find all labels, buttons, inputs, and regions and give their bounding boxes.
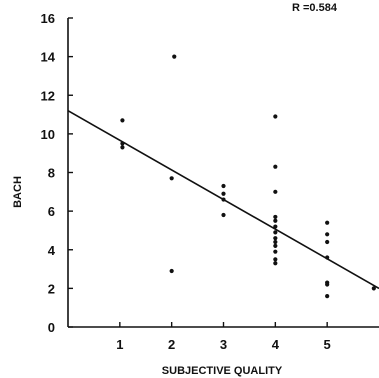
x-tick-label: 1 bbox=[116, 337, 123, 352]
correlation-annotation: R =0.584 bbox=[292, 2, 338, 14]
x-tick-label: 3 bbox=[220, 337, 227, 352]
data-point bbox=[273, 189, 278, 194]
data-point bbox=[273, 249, 278, 254]
data-point bbox=[273, 261, 278, 266]
data-point bbox=[273, 224, 278, 229]
data-points bbox=[120, 54, 376, 299]
data-point bbox=[273, 214, 278, 220]
data-point bbox=[273, 236, 278, 241]
data-point bbox=[169, 268, 174, 274]
y-tick-label: 16 bbox=[41, 11, 55, 26]
data-point bbox=[325, 220, 330, 225]
x-tick-label: 2 bbox=[168, 337, 175, 352]
y-tick-label: 0 bbox=[48, 320, 55, 335]
y-tick-label: 14 bbox=[41, 50, 56, 65]
data-point bbox=[120, 141, 125, 146]
data-point bbox=[325, 294, 330, 299]
data-point bbox=[325, 282, 330, 287]
data-point bbox=[325, 232, 330, 237]
data-point bbox=[273, 230, 278, 235]
data-point bbox=[221, 197, 226, 202]
x-axis-title: SUBJECTIVE QUALITY bbox=[162, 365, 283, 377]
data-point bbox=[221, 183, 226, 189]
data-point bbox=[120, 145, 125, 150]
data-point bbox=[221, 191, 226, 196]
y-tick-label: 2 bbox=[48, 281, 55, 296]
data-point bbox=[325, 255, 330, 260]
y-tick-label: 12 bbox=[41, 88, 55, 103]
data-point bbox=[169, 176, 174, 181]
data-point bbox=[273, 239, 278, 245]
y-tick-label: 10 bbox=[41, 127, 55, 142]
y-tick-label: 6 bbox=[48, 204, 55, 219]
y-tick-label: 4 bbox=[48, 243, 56, 258]
x-tick-label: 5 bbox=[324, 337, 331, 352]
y-tick-label: 8 bbox=[48, 166, 55, 181]
x-tick-label: 4 bbox=[272, 337, 280, 352]
y-axis-title: BACH bbox=[12, 176, 24, 208]
axes bbox=[67, 18, 379, 328]
data-point bbox=[273, 114, 278, 119]
data-point bbox=[120, 118, 125, 123]
data-point bbox=[273, 257, 278, 262]
data-point bbox=[273, 243, 278, 248]
data-point bbox=[172, 54, 177, 59]
data-point bbox=[221, 212, 226, 218]
data-point bbox=[325, 239, 330, 245]
data-point bbox=[273, 218, 278, 223]
data-point bbox=[371, 286, 376, 291]
data-point bbox=[273, 164, 278, 169]
